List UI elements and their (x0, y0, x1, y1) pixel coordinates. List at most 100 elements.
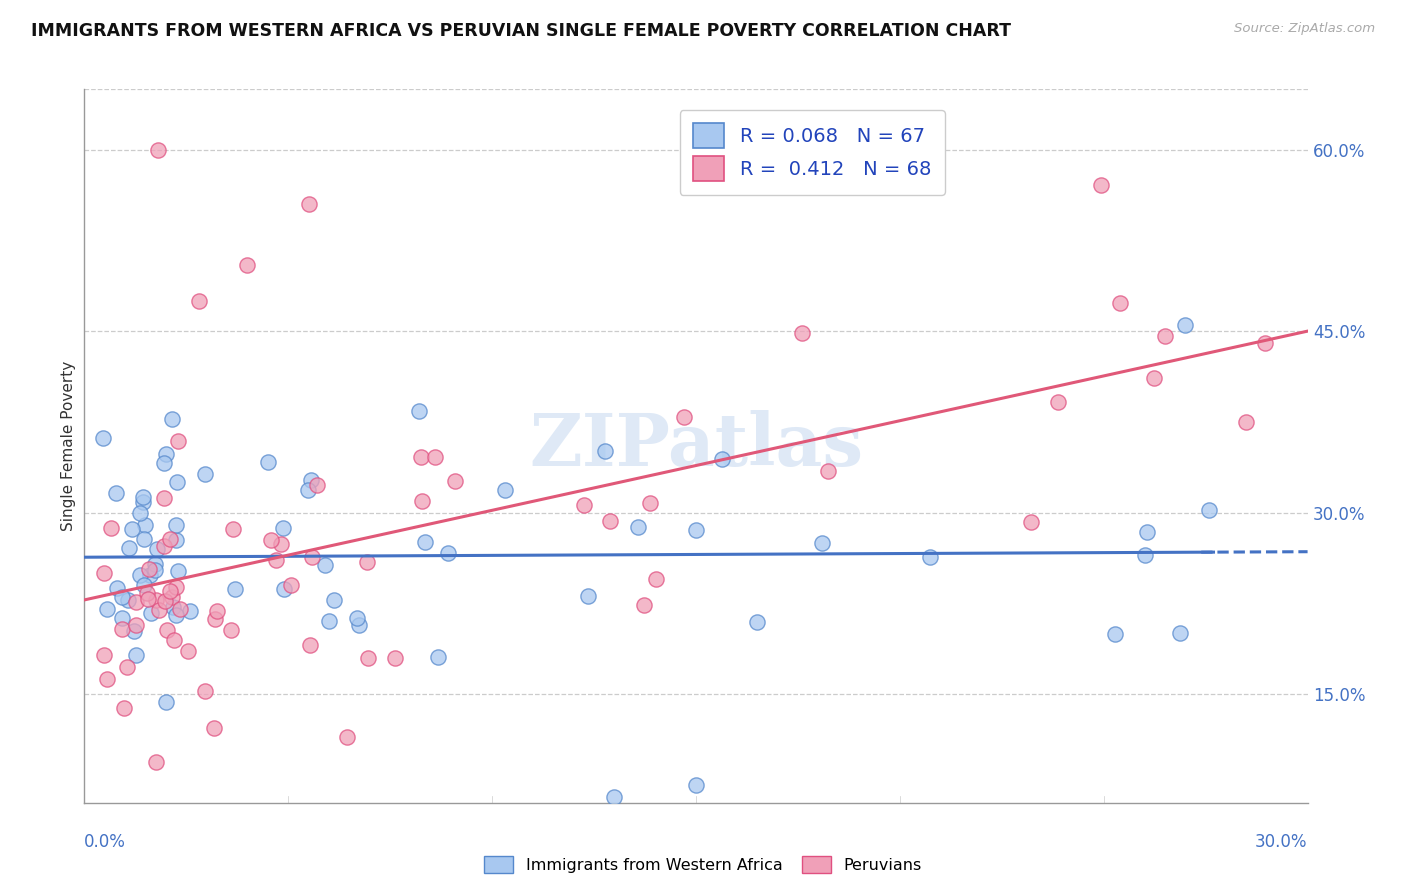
Point (100, 521, 122, 535)
Point (640, 496, 662, 510)
Text: 0.0%: 0.0% (84, 833, 127, 851)
Point (132, 578, 155, 592)
Point (1198, 502, 1220, 516)
Point (1090, 178, 1112, 192)
Point (121, 522, 143, 536)
Point (104, 486, 127, 500)
Point (444, 474, 467, 488)
Point (384, 651, 406, 665)
Point (202, 722, 225, 736)
Point (93, 566, 115, 580)
Point (125, 595, 148, 609)
Point (423, 450, 446, 464)
Point (301, 550, 323, 565)
Point (298, 639, 321, 653)
Point (153, 456, 176, 470)
Point (411, 494, 433, 508)
Point (305, 478, 328, 492)
Legend: Immigrants from Western Africa, Peruvians: Immigrants from Western Africa, Peruvian… (478, 849, 928, 880)
Point (224, 582, 246, 596)
Point (153, 491, 176, 505)
Point (96, 673, 118, 687)
Point (346, 611, 368, 625)
Point (603, 789, 626, 804)
Point (136, 591, 159, 606)
Point (187, 293, 209, 308)
Point (260, 533, 283, 547)
Point (160, 590, 183, 604)
Text: IMMIGRANTS FROM WESTERN AFRICA VS PERUVIAN SINGLE FEMALE POVERTY CORRELATION CHA: IMMIGRANTS FROM WESTERN AFRICA VS PERUVI… (31, 22, 1011, 40)
Point (270, 537, 292, 551)
Point (111, 590, 134, 604)
Point (155, 447, 177, 461)
Point (194, 683, 217, 698)
Point (118, 541, 141, 555)
Point (1236, 415, 1258, 429)
Point (165, 580, 187, 594)
Point (128, 568, 150, 582)
Legend: R = 0.068   N = 67, R =  0.412   N = 68: R = 0.068 N = 67, R = 0.412 N = 68 (679, 110, 945, 194)
Point (177, 643, 200, 657)
Point (644, 572, 666, 586)
Point (264, 553, 287, 567)
Point (314, 558, 336, 572)
Point (221, 623, 243, 637)
Point (811, 535, 834, 549)
Point (159, 532, 181, 546)
Point (1104, 626, 1126, 640)
Point (93, 648, 115, 662)
Point (685, 778, 707, 792)
Point (143, 557, 166, 571)
Text: 30.0%: 30.0% (1256, 833, 1308, 851)
Point (145, 593, 167, 607)
Point (672, 410, 695, 425)
Point (426, 649, 449, 664)
Point (166, 564, 188, 578)
Point (163, 632, 186, 647)
Point (1154, 329, 1177, 343)
Point (117, 593, 139, 607)
Point (145, 755, 167, 769)
Point (1174, 318, 1197, 332)
Point (710, 451, 733, 466)
Point (193, 467, 215, 481)
Point (134, 517, 156, 532)
Text: ZIPatlas: ZIPatlas (529, 410, 863, 482)
Point (817, 464, 839, 478)
Point (593, 443, 616, 458)
Point (576, 589, 599, 603)
Point (155, 594, 177, 608)
Point (280, 578, 302, 592)
Point (221, 522, 243, 536)
Point (165, 517, 187, 532)
Point (572, 498, 595, 512)
Point (162, 600, 184, 615)
Point (146, 541, 169, 556)
Point (336, 730, 359, 744)
Point (599, 514, 621, 528)
Point (257, 455, 280, 469)
Point (111, 623, 134, 637)
Point (204, 612, 226, 626)
Point (124, 624, 146, 639)
Point (110, 611, 132, 625)
Point (207, 604, 229, 618)
Point (1136, 524, 1159, 539)
Point (167, 434, 190, 449)
Point (236, 258, 259, 272)
Point (143, 563, 166, 577)
Point (134, 532, 156, 546)
Point (318, 614, 340, 628)
Point (166, 475, 188, 489)
Point (138, 568, 160, 582)
Point (139, 606, 162, 620)
Point (160, 411, 183, 425)
Point (125, 648, 148, 662)
Point (411, 450, 433, 465)
Point (349, 618, 371, 632)
Point (1168, 625, 1191, 640)
Point (112, 701, 135, 715)
Point (271, 520, 294, 534)
Point (129, 507, 152, 521)
Point (357, 651, 380, 665)
